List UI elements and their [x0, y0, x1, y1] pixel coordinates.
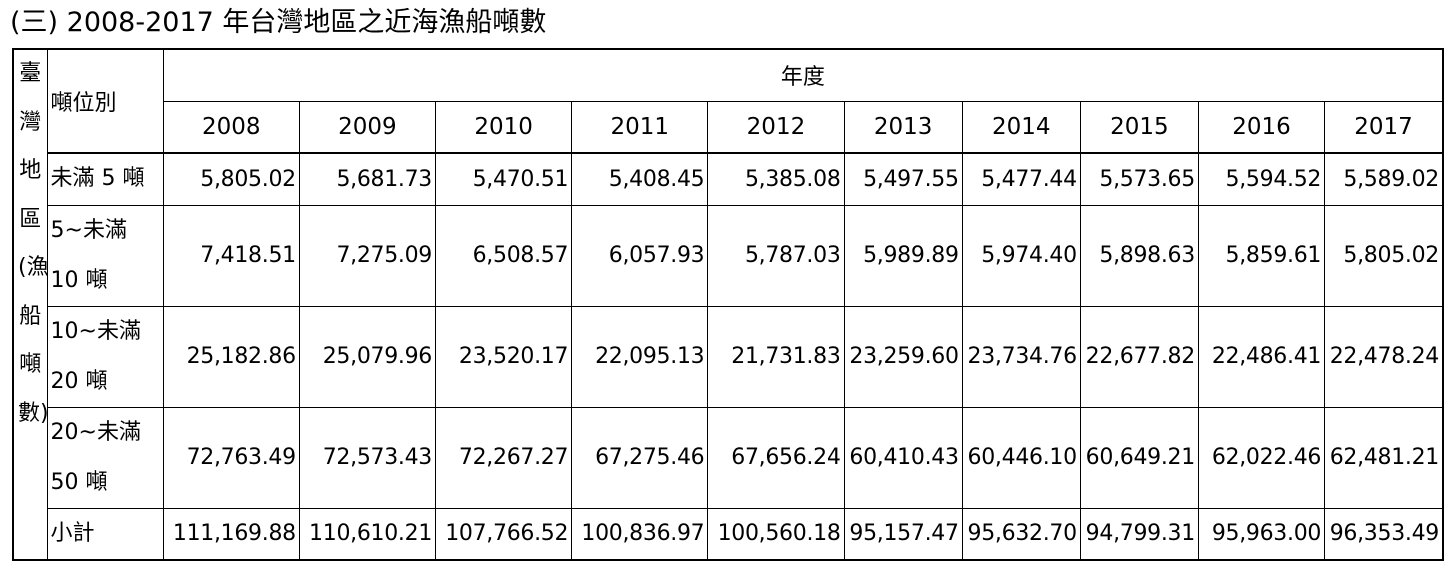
row-label: 小計 — [46, 507, 164, 561]
cell-value: 95,963.00 — [1197, 507, 1326, 561]
cell-value: 100,836.97 — [571, 507, 709, 561]
row-label-line: 10~未滿 — [50, 318, 141, 344]
cell-value: 62,481.21 — [1324, 406, 1444, 509]
header-row: 2008 2009 2010 2011 2012 2013 2014 2015 2016 2017 — [13, 100, 1444, 154]
cell-value: 21,731.83 — [707, 305, 845, 408]
cell-value: 107,766.52 — [435, 507, 573, 561]
cell-value: 95,157.47 — [843, 507, 963, 561]
cell-value: 67,656.24 — [707, 406, 845, 509]
cell-value: 95,632.70 — [961, 507, 1081, 561]
cell-value: 111,169.88 — [162, 507, 300, 561]
cell-value: 72,267.27 — [435, 406, 573, 509]
cell-value: 62,022.46 — [1197, 406, 1326, 509]
cell-value: 5,805.02 — [162, 152, 300, 206]
cell-value: 5,385.08 — [707, 152, 845, 206]
cell-value: 5,477.44 — [961, 152, 1081, 206]
cell-value: 6,057.93 — [571, 204, 709, 307]
cell-value: 7,275.09 — [298, 204, 437, 307]
cell-value: 5,497.55 — [843, 152, 963, 206]
cell-value: 25,182.86 — [162, 305, 300, 408]
cell-value: 5,573.65 — [1079, 152, 1199, 206]
year-header: 2008 — [162, 100, 300, 154]
cell-value: 5,859.61 — [1197, 204, 1326, 307]
cell-value: 5,470.51 — [435, 152, 573, 206]
row-label: 10~未滿 20 噸 — [46, 305, 164, 408]
data-row: 小計 111,169.88 110,610.21 107,766.52 100,836.… — [13, 507, 1444, 561]
cell-value: 96,353.49 — [1324, 507, 1444, 561]
row-header: 噸位別 — [46, 48, 164, 154]
cell-value: 94,799.31 — [1079, 507, 1199, 561]
cell-value: 22,095.13 — [571, 305, 709, 408]
row-label: 5~未滿 10 噸 — [46, 204, 164, 307]
cell-value: 67,275.46 — [571, 406, 709, 509]
cell-value: 60,649.21 — [1079, 406, 1199, 509]
year-header: 2009 — [298, 100, 437, 154]
year-header: 2014 — [961, 100, 1081, 154]
row-label-line: 20~未滿 — [50, 419, 141, 445]
cell-value: 5,974.40 — [961, 204, 1081, 307]
cell-value: 100,560.18 — [707, 507, 845, 561]
cell-value: 23,734.76 — [961, 305, 1081, 408]
data-row: 5~未滿 10 噸 7,418.51 7,275.09 6,508.57 6,057.93… — [13, 204, 1444, 307]
cell-value: 5,681.73 — [298, 152, 437, 206]
year-header: 2010 — [435, 100, 573, 154]
row-label-line: 50 噸 — [50, 469, 108, 495]
year-header: 2013 — [843, 100, 963, 154]
year-header: 2017 — [1324, 100, 1444, 154]
column-group: 年度 — [162, 48, 1444, 102]
data-row: 20~未滿 50 噸 72,763.49 72,573.43 72,267.27 67,2… — [13, 406, 1444, 509]
cell-value: 22,478.24 — [1324, 305, 1444, 408]
year-header: 2011 — [571, 100, 709, 154]
cell-value: 72,763.49 — [162, 406, 300, 509]
cell-value: 5,787.03 — [707, 204, 845, 307]
row-label-line: 10 噸 — [50, 267, 108, 293]
year-header: 2016 — [1197, 100, 1326, 154]
cell-value: 7,418.51 — [162, 204, 300, 307]
cell-value: 5,589.02 — [1324, 152, 1444, 206]
header-row: 臺灣地區(漁船噸數) 噸位別 年度 — [12, 48, 1444, 561]
row-label-line: 小計 — [50, 520, 95, 546]
cell-value: 5,408.45 — [571, 152, 709, 206]
cell-value: 5,989.89 — [843, 204, 963, 307]
year-header: 2012 — [707, 100, 845, 154]
cell-value: 72,573.43 — [298, 406, 437, 509]
cell-value: 60,410.43 — [843, 406, 963, 509]
cell-value: 110,610.21 — [298, 507, 437, 561]
cell-value: 5,898.63 — [1079, 204, 1199, 307]
title: (三) 2008-2017 年台灣地區之近海漁船噸數 — [10, 7, 547, 38]
cell-value: 60,446.10 — [961, 406, 1081, 509]
row-label-line: 20 噸 — [50, 368, 108, 394]
cell-value: 6,508.57 — [435, 204, 573, 307]
cell-value: 22,486.41 — [1197, 305, 1326, 408]
data-table: 臺灣地區(漁船噸數) 噸位別 年度 2008 2009 2010 2011 2012 2013 2… — [12, 48, 1444, 561]
cell-value: 23,259.60 — [843, 305, 963, 408]
year-header: 2015 — [1079, 100, 1199, 154]
side-label: 臺灣地區(漁船噸數) — [12, 48, 49, 561]
cell-value: 22,677.82 — [1079, 305, 1199, 408]
cell-value: 25,079.96 — [298, 305, 437, 408]
row-label: 未滿 5 噸 — [46, 152, 164, 206]
cell-value: 5,594.52 — [1197, 152, 1326, 206]
data-row: 10~未滿 20 噸 25,182.86 25,079.96 23,520.17 22,0… — [13, 305, 1444, 408]
row-label: 20~未滿 50 噸 — [46, 406, 164, 509]
cell-value: 5,805.02 — [1324, 204, 1444, 307]
data-row: 未滿 5 噸 5,805.02 5,681.73 5,470.51 5,408.45 5,… — [13, 152, 1444, 206]
row-label-line: 未滿 5 噸 — [50, 166, 145, 192]
cell-value: 23,520.17 — [435, 305, 573, 408]
row-label-line: 5~未滿 — [50, 217, 127, 243]
